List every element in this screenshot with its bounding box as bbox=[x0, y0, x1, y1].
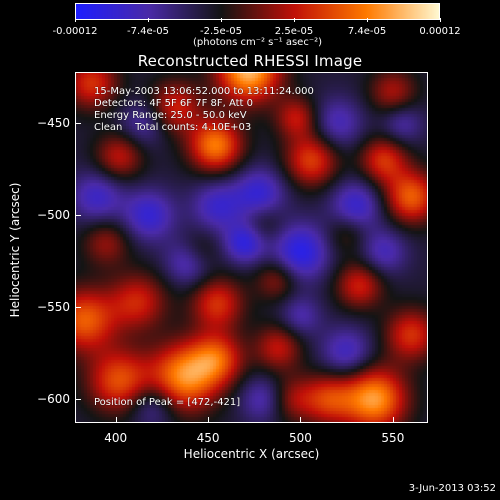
x-tick-mark bbox=[300, 417, 302, 423]
peak-position-text: Position of Peak = [472,-421] bbox=[94, 397, 241, 408]
colorbar-tick-mark bbox=[221, 18, 222, 22]
y-tick-mark bbox=[75, 399, 81, 401]
clean-counts-text: Clean Total counts: 4.10E+03 bbox=[94, 122, 252, 133]
colorbar-tick-label: -0.00012 bbox=[52, 26, 98, 37]
colorbar-tick-mark bbox=[440, 18, 441, 22]
x-tick-label: 550 bbox=[381, 431, 405, 445]
y-tick-label: −550 bbox=[37, 300, 70, 315]
rhessi-image bbox=[75, 72, 428, 423]
x-tick-label: 400 bbox=[104, 431, 128, 445]
colorbar-tick-label: 2.5e-05 bbox=[274, 26, 314, 37]
colorbar-tick-label: 7.4e-05 bbox=[347, 26, 387, 37]
x-tick-label: 450 bbox=[196, 431, 220, 445]
colorbar-units: (photons cm⁻² s⁻¹ asec⁻²) bbox=[192, 37, 323, 48]
colorbar-tick-mark bbox=[148, 18, 149, 22]
x-axis-label: Heliocentric X (arcsec) bbox=[183, 447, 320, 461]
y-tick-label: −450 bbox=[37, 116, 70, 131]
timestamp: 3-Jun-2013 03:52 bbox=[408, 483, 496, 494]
y-tick-mark bbox=[75, 215, 81, 217]
y-tick-mark bbox=[75, 307, 81, 309]
x-tick-mark bbox=[115, 417, 117, 423]
colorbar-tick-mark bbox=[367, 18, 368, 22]
chart-title: Reconstructed RHESSI Image bbox=[137, 52, 363, 70]
energy-range-text: Energy Range: 25.0 - 50.0 keV bbox=[94, 110, 247, 121]
colorbar-gradient bbox=[75, 3, 440, 20]
y-tick-label: −600 bbox=[37, 392, 70, 407]
colorbar-tick-label: -2.5e-05 bbox=[200, 26, 242, 37]
colorbar-tick-label: -7.4e-05 bbox=[127, 26, 169, 37]
x-tick-mark bbox=[392, 417, 394, 423]
colorbar-tick-label: 0.00012 bbox=[419, 26, 461, 37]
y-tick-mark bbox=[75, 123, 81, 125]
y-tick-label: −500 bbox=[37, 208, 70, 223]
x-tick-mark bbox=[208, 417, 210, 423]
time-range-text: 15-May-2003 13:06:52.000 to 13:11:24.000 bbox=[94, 86, 314, 97]
colorbar-tick-mark bbox=[294, 18, 295, 22]
x-tick-label: 500 bbox=[289, 431, 312, 445]
y-axis-label: Heliocentric Y (arcsec) bbox=[8, 182, 22, 318]
colorbar-tick-mark bbox=[75, 18, 76, 22]
detectors-text: Detectors: 4F 5F 6F 7F 8F, Att 0 bbox=[94, 98, 254, 109]
